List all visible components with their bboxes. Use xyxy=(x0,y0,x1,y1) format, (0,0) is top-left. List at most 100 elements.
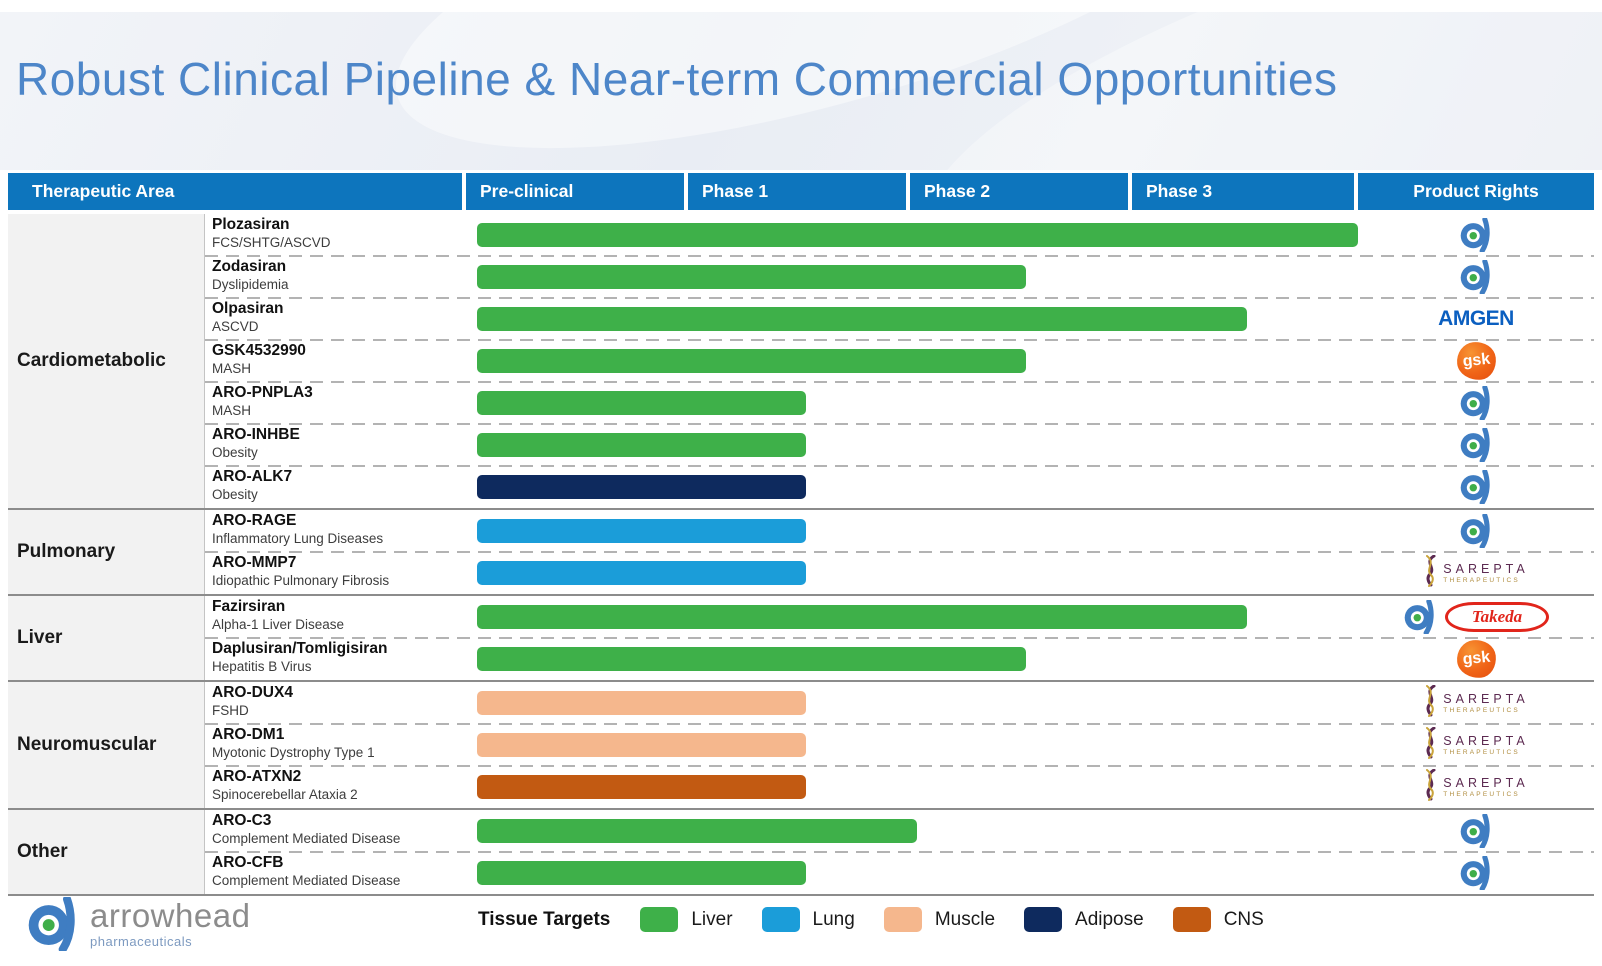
arrowhead-icon xyxy=(26,897,80,951)
drug-name: ARO-MMP7 xyxy=(212,554,297,571)
pipeline-table: Therapeutic Area Pre-clinical Phase 1 Phase… xyxy=(8,173,1594,896)
arrowhead-icon xyxy=(1460,470,1490,504)
sarepta-logo-text: SAREPTA THERAPEUTICS xyxy=(1443,562,1528,584)
arrowhead-icon xyxy=(1460,218,1490,252)
arrowhead-icon xyxy=(1404,600,1434,634)
progress-bar-liver xyxy=(477,391,806,415)
sarepta-logo: SAREPTA THERAPEUTICS xyxy=(1423,684,1529,722)
therapeutic-area-label: Pulmonary xyxy=(8,510,205,594)
sarepta-helix-icon xyxy=(1426,768,1436,801)
drug-indication: Obesity xyxy=(212,444,258,460)
drug-label: ARO-INHBE Obesity xyxy=(212,426,300,460)
product-rights-cell xyxy=(1358,256,1594,298)
product-rights-cell xyxy=(1358,214,1594,256)
drug-name: ARO-ATXN2 xyxy=(212,768,302,785)
progress-bar-cns xyxy=(477,775,806,799)
product-rights-cell: gsk xyxy=(1358,638,1594,680)
drug-label: Zodasiran Dyslipidemia xyxy=(212,258,289,292)
progress-bar-muscle xyxy=(477,691,806,715)
product-rights-cell xyxy=(1358,466,1594,508)
drug-indication: FCS/SHTG/ASCVD xyxy=(212,234,331,250)
drug-label: GSK4532990 MASH xyxy=(212,342,306,376)
arrowhead-rights-logo xyxy=(1459,218,1493,252)
drug-label: ARO-ALK7 Obesity xyxy=(212,468,292,502)
drug-indication: Obesity xyxy=(212,486,258,502)
legend-label-liver: Liver xyxy=(691,908,733,930)
therapeutic-area-label: Neuromuscular xyxy=(8,682,205,808)
title-banner: Robust Clinical Pipeline & Near-term Com… xyxy=(0,12,1602,170)
gsk-logo: gsk xyxy=(1454,340,1498,382)
drug-indication: Inflammatory Lung Diseases xyxy=(212,530,384,546)
sarepta-helix-wrap xyxy=(1423,726,1438,764)
section-rows: ARO-RAGE Inflammatory Lung Diseases ARO-MM… xyxy=(205,510,1594,594)
sarepta-logo-name: SAREPTA xyxy=(1443,734,1529,748)
arrowhead-icon xyxy=(1460,386,1490,420)
slide-title: Robust Clinical Pipeline & Near-term Com… xyxy=(16,53,1338,105)
arrowhead-icon xyxy=(1460,260,1490,294)
footer: arrowhead pharmaceuticals Tissue Targets… xyxy=(0,893,1602,963)
pipeline-row-daplusiran-tomligisiran: Daplusiran/Tomligisiran Hepatitis B Virus… xyxy=(205,638,1594,680)
legend-swatch-lung xyxy=(761,907,800,932)
arrowhead-brand-text: arrowhead pharmaceuticals xyxy=(90,899,250,949)
arrowhead-icon xyxy=(1460,514,1490,548)
gsk-logo: gsk xyxy=(1454,638,1498,680)
progress-bar-liver xyxy=(477,605,1247,629)
drug-label: ARO-MMP7 Idiopathic Pulmonary Fibrosis xyxy=(212,554,389,588)
section-liver: Liver Fazirsiran Alpha-1 Liver Disease Take… xyxy=(8,594,1594,680)
section-cardiometabolic: Cardiometabolic Plozasiran FCS/SHTG/ASCVD Z… xyxy=(8,214,1594,508)
pipeline-row-aro-mmp7: ARO-MMP7 Idiopathic Pulmonary Fibrosis SAR… xyxy=(205,552,1594,594)
sarepta-logo: SAREPTA THERAPEUTICS xyxy=(1423,768,1529,806)
amgen-logo: AMGEN xyxy=(1438,307,1514,330)
drug-label: ARO-ATXN2 Spinocerebellar Ataxia 2 xyxy=(212,768,358,802)
sarepta-helix-wrap xyxy=(1423,768,1438,806)
pipeline-row-aro-pnpla3: ARO-PNPLA3 MASH xyxy=(205,382,1594,425)
therapeutic-area-label: Cardiometabolic xyxy=(8,214,205,508)
arrowhead-rights-logo xyxy=(1459,514,1493,548)
drug-label: ARO-CFB Complement Mediated Disease xyxy=(212,854,400,888)
legend-title: Tissue Targets xyxy=(478,908,611,930)
drug-name: Daplusiran/Tomligisiran xyxy=(212,640,388,657)
legend-label-muscle: Muscle xyxy=(934,908,996,930)
pipeline-row-aro-inhbe: ARO-INHBE Obesity xyxy=(205,424,1594,467)
column-header-phase-1: Phase 1 xyxy=(688,173,906,210)
tissue-targets-legend: Tissue Targets Liver Lung Muscle Adipose CNS xyxy=(478,907,1293,932)
drug-label: ARO-C3 Complement Mediated Disease xyxy=(212,812,400,846)
drug-indication: FSHD xyxy=(212,702,249,718)
arrowhead-icon xyxy=(1460,428,1490,462)
product-rights-cell xyxy=(1358,424,1594,466)
sarepta-logo-name: SAREPTA xyxy=(1443,692,1529,706)
section-rows: Plozasiran FCS/SHTG/ASCVD Zodasiran Dyslipi… xyxy=(205,214,1594,508)
section-rows: ARO-C3 Complement Mediated Disease ARO-CFB… xyxy=(205,810,1594,894)
progress-bar-liver xyxy=(477,307,1247,331)
legend-swatch-adipose xyxy=(1024,907,1063,932)
product-rights-cell: SAREPTA THERAPEUTICS xyxy=(1358,766,1594,808)
arrowhead-icon xyxy=(28,897,75,951)
arrowhead-icon xyxy=(1460,856,1490,890)
arrowhead-rights-logo xyxy=(1459,386,1493,420)
sarepta-logo-subtext: THERAPEUTICS xyxy=(1443,707,1520,714)
drug-label: Daplusiran/Tomligisiran Hepatitis B Virus xyxy=(212,640,387,674)
drug-indication: MASH xyxy=(212,402,252,418)
pipeline-row-aro-atxn2: ARO-ATXN2 Spinocerebellar Ataxia 2 SAREPTA… xyxy=(205,766,1594,808)
pipeline-row-gsk4532990: GSK4532990 MASH gsk xyxy=(205,340,1594,383)
section-rows: Fazirsiran Alpha-1 Liver Disease Takeda Dap… xyxy=(205,596,1594,680)
column-header-pre-clinical: Pre-clinical xyxy=(466,173,684,210)
legend-label-lung: Lung xyxy=(812,908,855,930)
arrowhead-rights-logo xyxy=(1459,856,1493,890)
legend-swatch-liver xyxy=(640,907,679,932)
sarepta-logo: SAREPTA THERAPEUTICS xyxy=(1423,726,1529,764)
arrowhead-brand-subtext: pharmaceuticals xyxy=(90,934,193,949)
progress-bar-liver xyxy=(477,349,1026,373)
progress-bar-liver xyxy=(477,861,806,885)
drug-name: ARO-RAGE xyxy=(212,512,297,529)
drug-label: ARO-DUX4 FSHD xyxy=(212,684,293,718)
arrowhead-icon xyxy=(1460,814,1490,848)
progress-bar-adipose xyxy=(477,475,806,499)
takeda-logo: Takeda xyxy=(1445,602,1549,632)
sarepta-logo-subtext: THERAPEUTICS xyxy=(1443,577,1520,584)
legend-item-adipose: Adipose xyxy=(1024,907,1144,932)
arrowhead-rights-logo xyxy=(1459,814,1493,848)
sarepta-logo-name: SAREPTA xyxy=(1443,776,1529,790)
arrowhead-rights-logo xyxy=(1459,428,1493,462)
